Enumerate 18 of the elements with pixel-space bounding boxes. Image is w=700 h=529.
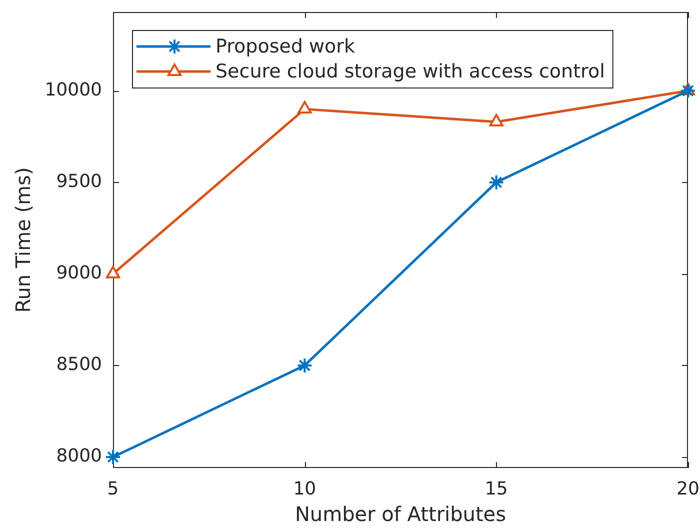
x-tick-label: 15 [484, 478, 508, 500]
point [298, 101, 312, 114]
point [105, 449, 121, 466]
legend-label: Secure cloud storage with access control [216, 60, 605, 82]
point [489, 114, 504, 126]
y-tick-label: 8500 [56, 354, 102, 376]
point [488, 174, 504, 190]
legend-label: Proposed work [216, 35, 355, 58]
x-tick-label: 20 [676, 478, 700, 500]
y-tick-label: 10000 [44, 79, 102, 100]
point [296, 357, 313, 374]
y-tick-label: 8000 [56, 446, 102, 467]
y-axis-title: Run Time (ms) [11, 167, 36, 313]
x-tick-label: 5 [107, 478, 119, 500]
y-tick-label: 9500 [56, 170, 102, 192]
y-tick-label: 9000 [56, 262, 102, 284]
x-axis-title: Number of Attributes [294, 502, 506, 526]
x-tick-label: 10 [293, 478, 316, 500]
